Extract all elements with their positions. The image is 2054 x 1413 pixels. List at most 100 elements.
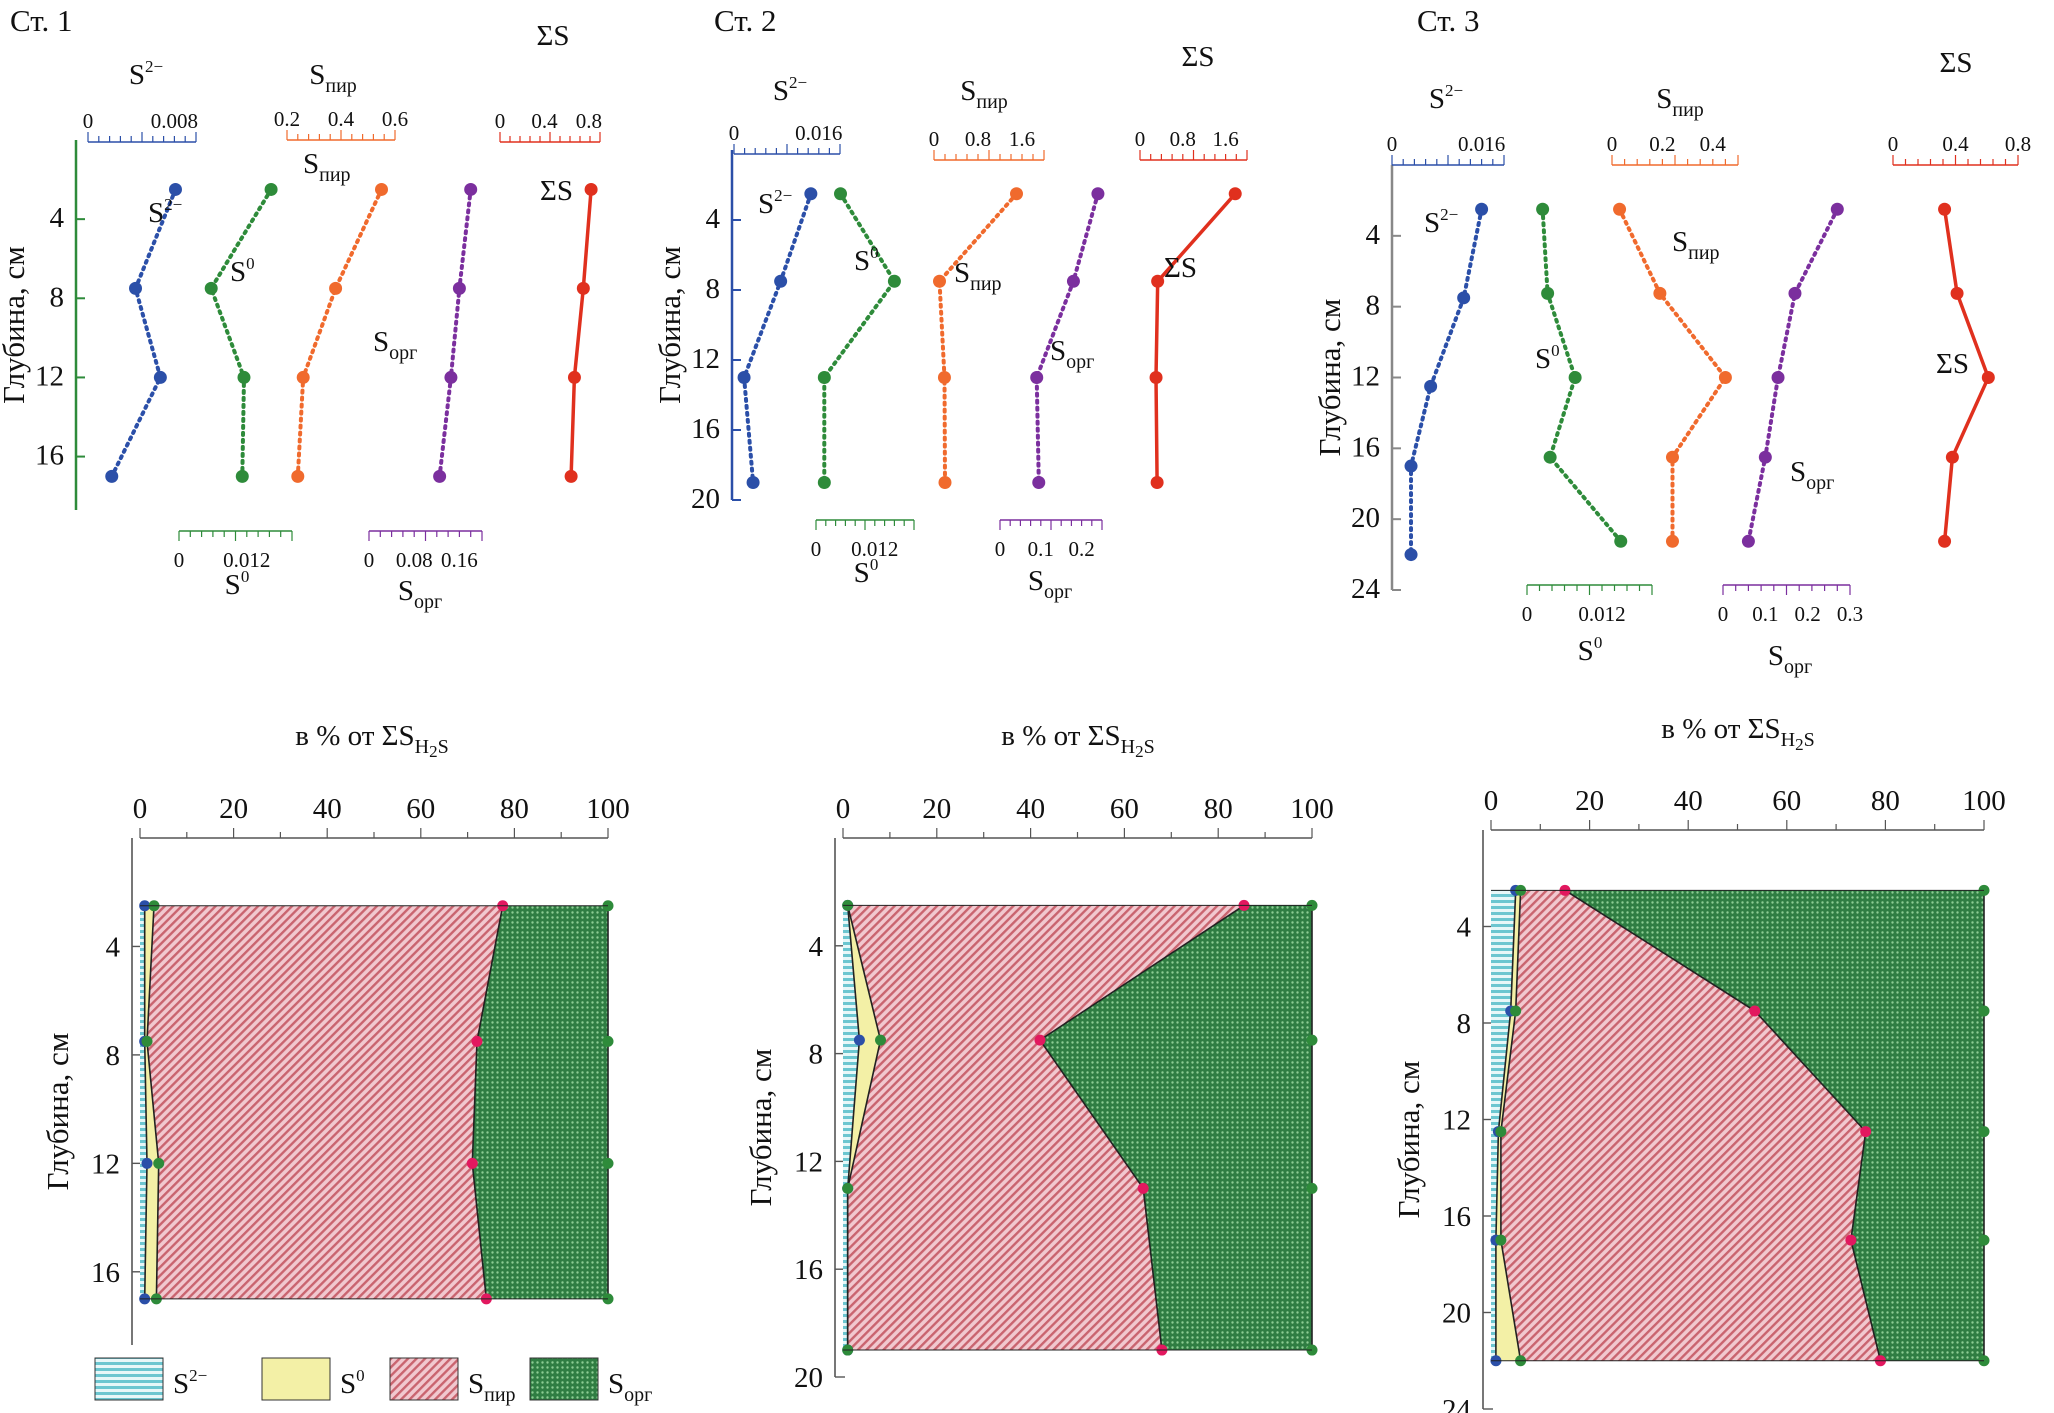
scale-tick-label: 0.2 (1649, 132, 1675, 156)
composition-title: в % от ΣSH2S (1001, 720, 1154, 761)
scale-tick-label: 0.016 (795, 121, 842, 145)
series-2: 0.2 0.4 0.6 Sпир (274, 107, 408, 483)
y-axis-label: Глубина, см (1391, 1061, 1426, 1219)
area-point (1978, 1126, 1990, 1138)
x-tick-label: 0 (836, 793, 851, 825)
series-label: S2− (148, 195, 182, 229)
scale-tick-label: 0.4 (531, 109, 558, 133)
scale-tick-label: 0.8 (1170, 127, 1196, 151)
scale-tick-label: 0.08 (396, 548, 433, 572)
legend-item-0: S2− (94, 1357, 207, 1401)
legend-swatch (389, 1357, 459, 1401)
area-band-3 (472, 905, 608, 1299)
data-point (1981, 371, 1995, 384)
scale-title: S0 (1578, 633, 1603, 667)
data-point (1653, 286, 1667, 300)
data-point (737, 371, 751, 384)
y-tick-label: 4 (1457, 912, 1472, 944)
scale-tick-label: 0.2 (1795, 602, 1821, 626)
area-boundary-1 (846, 905, 882, 1350)
data-point (1228, 187, 1242, 201)
y-tick-label: 16 (794, 1254, 823, 1286)
scale-title: S0 (225, 567, 250, 601)
area-boundary-1 (146, 905, 160, 1299)
x-tick-label: 0 (1484, 785, 1499, 817)
data-point (1066, 274, 1080, 288)
series-3: 0 0.1 0.2 0.3 Sорг (1718, 202, 1863, 626)
series-line (1409, 207, 1484, 557)
data-point (204, 281, 218, 295)
x-tick-label: 80 (1871, 785, 1900, 817)
series-3: 0 0.08 0.16 Sорг (364, 182, 483, 572)
series-label: S0 (230, 254, 255, 288)
area-band-1 (847, 905, 881, 1350)
series-label: Sпир (1672, 226, 1720, 264)
series-line (109, 187, 178, 479)
data-point (1938, 534, 1952, 548)
scale-tick-label: 0 (929, 127, 940, 151)
legend-label: S2− (173, 1366, 207, 1400)
panel-titles: Ст. 1 Ст. 2 Ст. 3 (10, 3, 1479, 38)
scale-tick-label: 0 (1135, 127, 1146, 151)
depth-tick-label: 12 (1351, 361, 1380, 393)
scale-tick-label: 0 (811, 537, 822, 561)
scale-title: Sпир (1656, 83, 1704, 121)
x-tick-label: 100 (586, 793, 630, 825)
series-2: 0 0.8 1.6 Sпир (929, 127, 1045, 489)
series-1: 0 0.012 S0 (174, 182, 293, 572)
depth-tick-label: 4 (706, 203, 721, 235)
series-label: Sорг (1050, 335, 1094, 373)
y-tick-label: 12 (794, 1146, 823, 1178)
y-tick-label: 20 (1442, 1298, 1471, 1330)
series-label: ΣS (1164, 252, 1197, 284)
data-point (1788, 286, 1802, 300)
y-tick-label: 16 (91, 1257, 120, 1289)
depth-tick-label: 12 (35, 360, 64, 392)
data-point (329, 281, 343, 295)
area-point (466, 1157, 478, 1169)
x-tick-label: 20 (922, 793, 951, 825)
area-point (1137, 1182, 1149, 1194)
depth-tick-label: 12 (691, 343, 720, 375)
data-point (433, 469, 447, 483)
scale-title: S2− (773, 73, 807, 107)
scale-title: ΣS (1939, 47, 1972, 79)
scale-tick-label: 0 (1718, 602, 1729, 626)
series-line (208, 187, 274, 479)
legend-item-3: Sорг (529, 1357, 652, 1406)
scale-tick-label: 0.16 (441, 548, 478, 572)
data-point (1404, 459, 1418, 473)
series-line (569, 189, 593, 477)
composition-panel-2: в % от ΣSH2S 0 20 40 60 80 100 4 8 12 16 20 Глубина,… (743, 720, 1334, 1394)
series-1: 0 0.012 S0 (1522, 202, 1653, 626)
y-tick-label: 8 (809, 1039, 824, 1071)
legend-item-1: S0 (261, 1357, 365, 1401)
y-tick-label: 4 (809, 931, 824, 963)
x-tick-label: 20 (1575, 785, 1604, 817)
scale-tick-label: 0.4 (1700, 132, 1727, 156)
scale-tick-label: 0.012 (851, 537, 898, 561)
series-line (437, 187, 473, 479)
area-boundary-0 (143, 905, 148, 1299)
area-point (1306, 1034, 1318, 1046)
series-4: 0 0.4 0.8 ΣS (495, 109, 602, 483)
data-point (1091, 187, 1105, 201)
y-axis-label: Глубина, см (40, 1033, 75, 1191)
series-0: 0 0.008 S2− (83, 109, 198, 483)
scale-tick-label: 1.6 (1009, 127, 1035, 151)
scale-tick-label: 0 (1522, 602, 1533, 626)
series-label: S2− (758, 186, 792, 220)
scale-title: S2− (129, 57, 163, 91)
depth-tick-label: 16 (35, 440, 64, 472)
data-point (235, 469, 249, 483)
data-point (1030, 371, 1044, 384)
scale-tick-label: 0.1 (1028, 537, 1054, 561)
x-tick-label: 100 (1962, 785, 2006, 817)
scale-tick-label: 0.1 (1752, 602, 1778, 626)
legend-swatch (261, 1357, 331, 1401)
data-point (1938, 202, 1952, 216)
area-point (1306, 1182, 1318, 1194)
area-point (471, 1035, 483, 1047)
area-band-2 (147, 905, 503, 1299)
data-point (1149, 371, 1163, 384)
